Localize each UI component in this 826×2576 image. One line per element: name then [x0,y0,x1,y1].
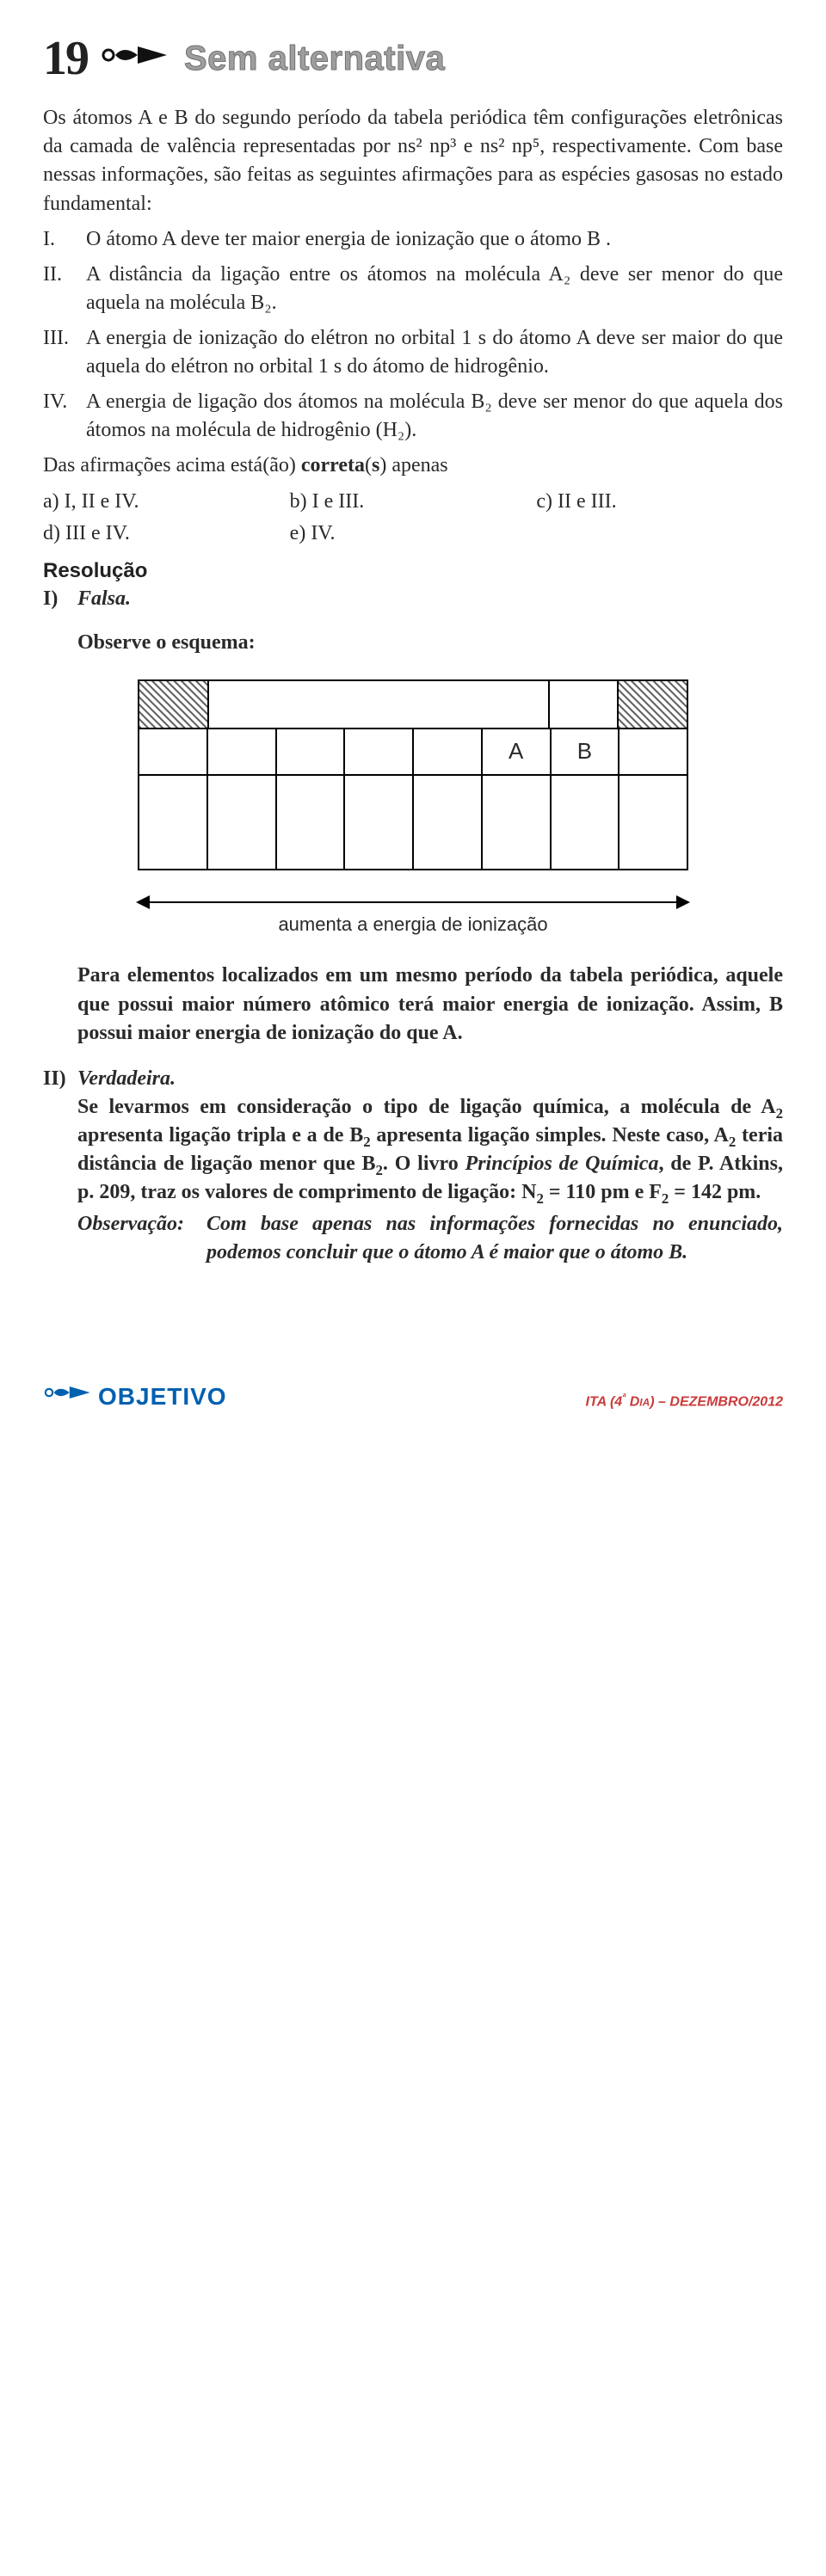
fish-arrow-icon [43,1381,91,1412]
diagram-cell [620,776,687,869]
diagram-cell [552,776,620,869]
option-d: d) III e IV. [43,520,290,548]
roman-text: A energia de ligação dos átomos na moléc… [86,388,783,445]
periodic-diagram: A B aumenta a energia de ionização [43,679,783,938]
roman-item: IV. A energia de ligação dos átomos na m… [43,388,783,445]
roman-label: III. [43,324,86,381]
diagram-cell-A: A [483,729,552,774]
observation-text: Com base apenas nas informações fornecid… [206,1210,783,1267]
footer-logo: OBJETIVO [43,1380,227,1414]
resolution-II-paragraph: Se levarmos em consideração o tipo de li… [77,1093,783,1207]
diagram-cell [620,729,687,774]
resolution-item-II: II) Verdadeira. Se levarmos em considera… [43,1065,783,1268]
diagram-cell [209,681,277,728]
option-c: c) II e III. [536,488,783,516]
options-row: d) III e IV. e) IV. [43,520,783,548]
post-roman-text: Das afirmações acima está(ão) correta(s)… [43,452,783,480]
diagram-cell [345,776,414,869]
diagram-cell [208,776,277,869]
option-blank [536,520,783,548]
roman-item: III. A energia de ionização do elétron n… [43,324,783,381]
diagram-cell-B: B [552,729,620,774]
diagram-cell [483,776,552,869]
resolution-item-I: I) Falsa. [43,585,783,613]
intro-text: Os átomos A e B do segundo período da ta… [43,104,783,218]
roman-label: IV. [43,388,86,445]
option-b: b) I e III. [290,488,537,516]
diagram-cell [277,776,346,869]
diagram-cell [550,681,620,728]
diagram-cell [412,681,480,728]
roman-label: II. [43,261,86,317]
question-number: 19 [43,26,88,92]
page-footer: OBJETIVO ITA (4ª DIA) – DEZEMBRO/2012 [43,1371,783,1414]
question-header: 19 Sem alternativa [43,26,783,92]
options-row: a) I, II e IV. b) I e III. c) II e III. [43,488,783,516]
diagram-caption: aumenta a energia de ionização [278,912,547,938]
diagram-cell [139,776,208,869]
diagram-cell [414,729,483,774]
option-a: a) I, II e IV. [43,488,290,516]
diagram-cell [345,729,414,774]
header-title: Sem alternativa [184,35,445,83]
arrow-right-icon [413,901,688,903]
diagram-grid: A B [138,679,688,870]
diagram-row [139,681,687,728]
diagram-row [139,774,687,869]
roman-text: A energia de ionização do elétron no orb… [86,324,783,381]
resolution-title: Falsa. [77,585,131,613]
footer-right-text: ITA (4ª DIA) – DEZEMBRO/2012 [586,1392,783,1411]
roman-label: I. [43,225,86,254]
roman-item: II. A distância da ligação entre os átom… [43,261,783,317]
diagram-cell [414,776,483,869]
roman-item: I. O átomo A deve ter maior energia de i… [43,225,783,254]
resolution-title: Verdadeira. [77,1065,783,1093]
diagram-row: A B [139,728,687,774]
roman-text: O átomo A deve ter maior energia de ioni… [86,225,783,254]
roman-text: A distância da ligação entre os átomos n… [86,261,783,317]
diagram-cell [277,729,346,774]
fish-arrow-icon [100,40,169,79]
resolution-label: I) [43,585,77,613]
footer-logo-text: OBJETIVO [98,1380,227,1414]
diagram-cell-hatched [139,681,209,728]
observe-heading: Observe o esquema: [77,629,783,657]
diagram-cell [208,729,277,774]
diagram-arrow [138,901,688,903]
resolution-I-paragraph: Para elementos localizados em um mesmo p… [77,962,783,1047]
diagram-cell [344,681,412,728]
diagram-cell [277,681,345,728]
roman-list: I. O átomo A deve ter maior energia de i… [43,225,783,446]
option-e: e) IV. [290,520,537,548]
resolution-heading: Resolução [43,556,783,585]
resolution-II-block: Verdadeira. Se levarmos em consideração … [77,1065,783,1268]
diagram-cell [139,729,208,774]
arrow-left-icon [138,901,413,903]
diagram-cell [480,681,550,728]
observation-block: Observação: Com base apenas nas informaç… [77,1210,783,1267]
observation-label: Observação: [77,1210,206,1267]
resolution-label: II) [43,1065,77,1268]
diagram-cell-hatched [619,681,687,728]
